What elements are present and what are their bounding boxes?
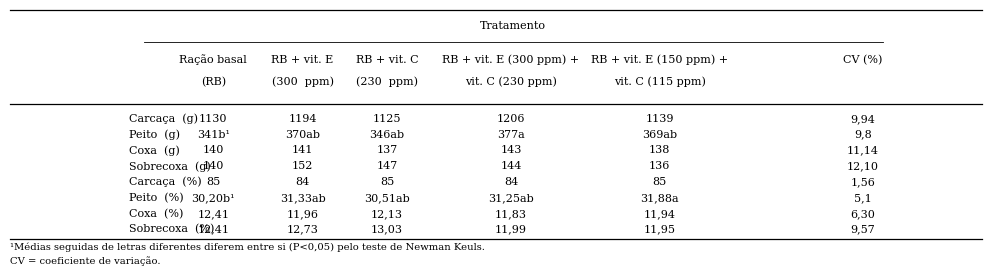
- Text: 12,13: 12,13: [371, 209, 403, 219]
- Text: Sobrecoxa  (%): Sobrecoxa (%): [129, 224, 214, 235]
- Text: Carcaça  (%): Carcaça (%): [129, 177, 201, 187]
- Text: 84: 84: [296, 177, 310, 187]
- Text: 141: 141: [292, 146, 313, 155]
- Text: 84: 84: [504, 177, 518, 187]
- Text: 1139: 1139: [646, 114, 674, 124]
- Text: Peito  (g): Peito (g): [129, 129, 180, 140]
- Text: 1206: 1206: [497, 114, 525, 124]
- Text: 11,14: 11,14: [847, 146, 879, 155]
- Text: 1194: 1194: [289, 114, 316, 124]
- Text: Peito  (%): Peito (%): [129, 193, 184, 203]
- Text: 1,56: 1,56: [850, 177, 876, 187]
- Text: 85: 85: [653, 177, 667, 187]
- Text: 9,8: 9,8: [854, 130, 872, 140]
- Text: 30,20b¹: 30,20b¹: [191, 193, 235, 203]
- Text: 341b¹: 341b¹: [196, 130, 230, 140]
- Text: 147: 147: [376, 161, 398, 171]
- Text: 137: 137: [376, 146, 398, 155]
- Text: CV (%): CV (%): [843, 55, 883, 65]
- Text: 11,94: 11,94: [644, 209, 676, 219]
- Text: Coxa  (%): Coxa (%): [129, 209, 184, 219]
- Text: Coxa  (g): Coxa (g): [129, 145, 180, 156]
- Text: 370ab: 370ab: [285, 130, 320, 140]
- Text: CV = coeficiente de variação.: CV = coeficiente de variação.: [10, 256, 161, 266]
- Text: 30,51ab: 30,51ab: [364, 193, 410, 203]
- Text: RB + vit. C: RB + vit. C: [355, 55, 419, 65]
- Text: Carcaça  (g): Carcaça (g): [129, 114, 198, 124]
- Text: 377a: 377a: [497, 130, 525, 140]
- Text: 138: 138: [649, 146, 671, 155]
- Text: 369ab: 369ab: [642, 130, 678, 140]
- Text: 1130: 1130: [199, 114, 227, 124]
- Text: Ração basal: Ração basal: [180, 55, 247, 66]
- Text: (RB): (RB): [200, 77, 226, 87]
- Text: 140: 140: [202, 161, 224, 171]
- Text: ¹Médias seguidas de letras diferentes diferem entre si (P<0,05) pelo teste de Ne: ¹Médias seguidas de letras diferentes di…: [10, 243, 485, 252]
- Text: Tratamento: Tratamento: [480, 21, 547, 31]
- Text: RB + vit. E (150 ppm) +: RB + vit. E (150 ppm) +: [591, 55, 728, 65]
- Text: 13,03: 13,03: [371, 225, 403, 235]
- Text: 346ab: 346ab: [369, 130, 405, 140]
- Text: (230  ppm): (230 ppm): [356, 77, 418, 87]
- Text: (300  ppm): (300 ppm): [272, 77, 333, 87]
- Text: 31,88a: 31,88a: [641, 193, 679, 203]
- Text: 85: 85: [206, 177, 220, 187]
- Text: 12,41: 12,41: [197, 209, 229, 219]
- Text: RB + vit. E (300 ppm) +: RB + vit. E (300 ppm) +: [442, 55, 579, 65]
- Text: 136: 136: [649, 161, 671, 171]
- Text: 5,1: 5,1: [854, 193, 872, 203]
- Text: 12,10: 12,10: [847, 161, 879, 171]
- Text: 11,95: 11,95: [644, 225, 676, 235]
- Text: 11,96: 11,96: [287, 209, 318, 219]
- Text: 31,25ab: 31,25ab: [488, 193, 534, 203]
- Text: 144: 144: [500, 161, 522, 171]
- Text: 140: 140: [202, 146, 224, 155]
- Text: 11,99: 11,99: [495, 225, 527, 235]
- Text: RB + vit. E: RB + vit. E: [272, 55, 333, 65]
- Text: 1125: 1125: [373, 114, 401, 124]
- Text: vit. C (230 ppm): vit. C (230 ppm): [465, 77, 557, 87]
- Text: 85: 85: [380, 177, 394, 187]
- Text: 143: 143: [500, 146, 522, 155]
- Text: 9,94: 9,94: [850, 114, 876, 124]
- Text: 6,30: 6,30: [850, 209, 876, 219]
- Text: 9,57: 9,57: [851, 225, 875, 235]
- Text: 12,41: 12,41: [197, 225, 229, 235]
- Text: Sobrecoxa  (g): Sobrecoxa (g): [129, 161, 210, 171]
- Text: vit. C (115 ppm): vit. C (115 ppm): [614, 77, 705, 87]
- Text: 12,73: 12,73: [287, 225, 318, 235]
- Text: 152: 152: [292, 161, 313, 171]
- Text: 11,83: 11,83: [495, 209, 527, 219]
- Text: 31,33ab: 31,33ab: [280, 193, 325, 203]
